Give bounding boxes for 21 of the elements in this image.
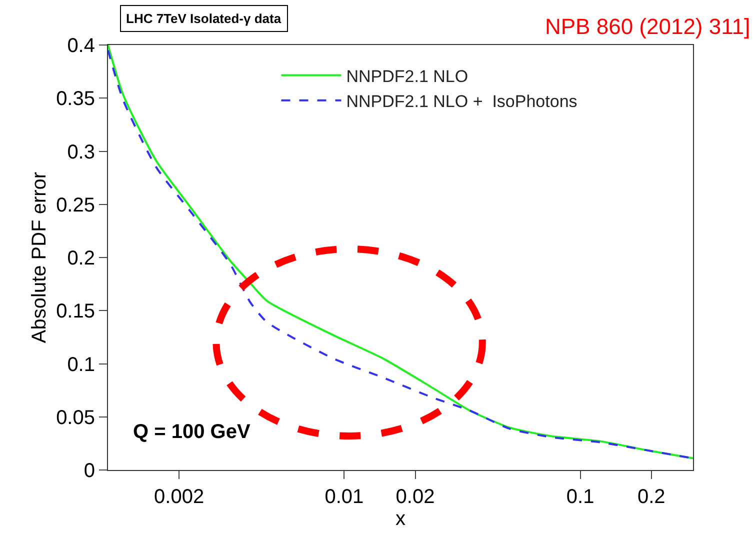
y-tick-label: 0.35 <box>56 88 95 110</box>
y-tick-label: 0.2 <box>67 248 95 270</box>
y-tick-label: 0.3 <box>67 141 95 164</box>
annotation: Q = 100 GeV <box>133 421 251 443</box>
legend-label: NNPDF2.1 NLO <box>346 66 468 86</box>
y-axis-title: Absolute PDF error <box>28 172 51 344</box>
x-axis-title: x <box>396 508 406 530</box>
y-tick-label: 0.15 <box>56 300 95 323</box>
chart-title: LHC 7TeV Isolated-γ data <box>126 11 282 26</box>
x-tick-label: 0.002 <box>154 486 204 508</box>
y-tick-label: 0 <box>84 460 95 482</box>
y-tick-label: 0.1 <box>67 354 95 376</box>
y-tick-label: 0.4 <box>67 35 95 57</box>
y-tick-label: 0.25 <box>56 194 95 216</box>
x-tick-label: 0.02 <box>396 486 435 508</box>
y-tick-label: 0.05 <box>56 406 95 429</box>
legend-label: NNPDF2.1 NLO + IsoPhotons <box>346 92 578 112</box>
text: NPB 860 (2012) 311] <box>545 14 750 39</box>
x-tick-label: 0.2 <box>638 486 666 508</box>
x-tick-label: 0.01 <box>324 486 364 508</box>
x-tick-label: 0.1 <box>566 486 594 508</box>
